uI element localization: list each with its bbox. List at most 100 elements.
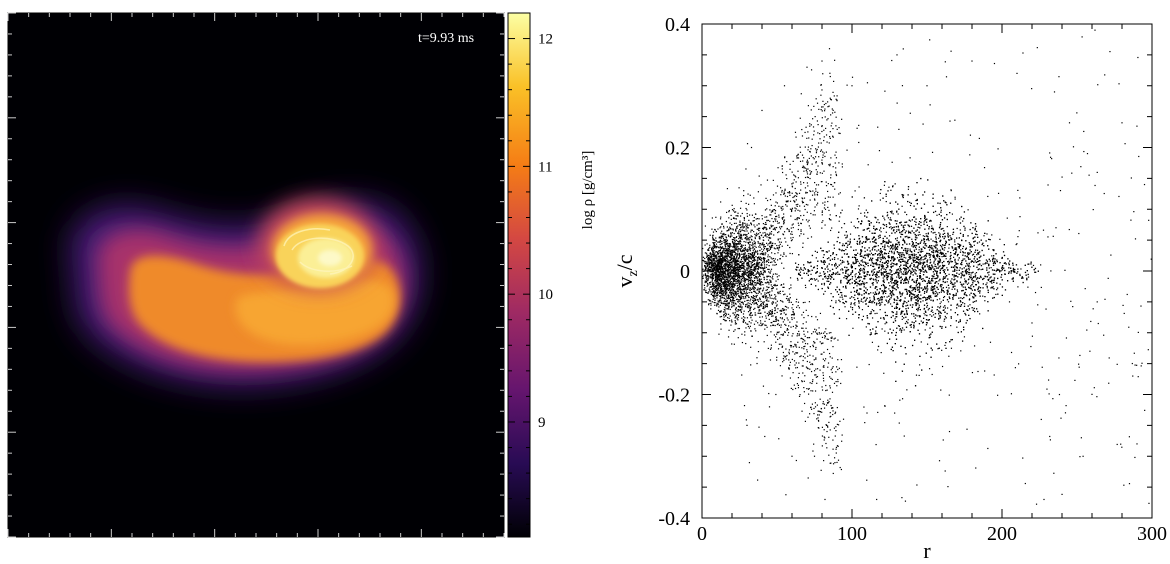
scatter-point: [764, 209, 767, 211]
scatter-point: [801, 380, 803, 383]
scatter-point: [706, 276, 708, 278]
scatter-point: [732, 282, 735, 284]
scatter-point: [837, 378, 839, 381]
scatter-point: [1043, 498, 1045, 501]
scatter-point: [839, 192, 841, 194]
scatter-point: [823, 439, 825, 441]
scatter-point: [709, 268, 711, 271]
scatter-point: [710, 273, 712, 275]
scatter-point: [728, 274, 730, 276]
scatter-point: [773, 260, 775, 262]
scatter-point: [718, 268, 721, 271]
scatter-point: [732, 263, 734, 265]
scatter-point: [766, 275, 768, 277]
scatter-point: [717, 309, 720, 312]
scatter-point: [801, 380, 803, 382]
scatter-point: [803, 333, 805, 335]
scatter-point: [747, 250, 749, 252]
scatter-point: [826, 338, 828, 340]
scatter-point: [725, 263, 728, 265]
scatter-point: [736, 267, 738, 269]
scatter-point: [723, 258, 725, 260]
scatter-point: [755, 265, 757, 267]
scatter-point: [733, 304, 735, 307]
scatter-point: [746, 235, 748, 238]
scatter-point: [821, 124, 823, 127]
scatter-point: [774, 220, 777, 222]
scatter-point: [722, 233, 725, 235]
scatter-point: [787, 244, 789, 246]
scatter-point: [817, 333, 819, 335]
scatter-point: [730, 228, 732, 230]
scatter-point: [758, 309, 760, 311]
colorbar-tick-label: 12: [538, 32, 553, 48]
scatter-point: [766, 300, 768, 302]
scatter-point: [745, 291, 748, 293]
scatter-point: [768, 234, 770, 236]
scatter-point: [759, 281, 762, 283]
scatter-point: [708, 275, 710, 277]
scatter-point: [817, 202, 819, 204]
scatter-point: [756, 256, 759, 259]
scatter-point: [757, 306, 759, 308]
scatter-point: [815, 161, 817, 163]
scatter-point: [728, 246, 731, 248]
scatter-point: [758, 218, 760, 220]
scatter-point: [841, 250, 843, 252]
scatter-point: [739, 264, 741, 267]
scatter-point: [798, 346, 800, 348]
scatter-point: [753, 286, 755, 288]
scatter-point: [705, 268, 707, 270]
scatter-point: [808, 225, 810, 227]
scatter-point: [772, 257, 775, 260]
scatter-point: [957, 291, 959, 293]
scatter-point: [749, 250, 751, 252]
scatter-point: [774, 312, 776, 315]
scatter-point: [784, 156, 786, 158]
scatter-point: [724, 311, 726, 313]
scatter-point: [819, 172, 821, 174]
scatter-point: [749, 307, 751, 309]
scatter-point: [743, 261, 745, 264]
scatter-point: [830, 340, 832, 342]
scatter-point: [819, 150, 822, 152]
scatter-point: [837, 445, 839, 447]
scatter-point: [707, 264, 709, 266]
scatter-point: [792, 388, 794, 391]
scatter-point: [824, 358, 827, 360]
scatter-point: [757, 257, 759, 259]
scatter-point: [729, 284, 731, 286]
scatter-point: [748, 246, 750, 248]
scatter-point: [722, 235, 724, 237]
scatter-point: [729, 300, 731, 302]
scatter-point: [727, 260, 729, 263]
scatter-point: [745, 287, 748, 289]
scatter-point: [708, 304, 710, 306]
scatter-point: [755, 269, 757, 271]
scatter-point: [753, 300, 755, 302]
scatter-point: [732, 255, 734, 257]
scatter-point: [728, 298, 730, 300]
scatter-point: [829, 218, 831, 221]
scatter-point: [707, 279, 709, 282]
scatter-point: [731, 251, 733, 253]
scatter-point: [735, 282, 737, 284]
scatter-point: [750, 247, 752, 250]
scatter-point: [748, 292, 750, 294]
scatter-point: [728, 273, 730, 275]
scatter-point: [806, 168, 808, 170]
scatter-point: [747, 273, 750, 276]
scatter-point: [733, 242, 736, 244]
scatter-point: [768, 271, 770, 273]
scatter-point: [719, 291, 722, 293]
scatter-point: [745, 234, 747, 237]
scatter-point: [816, 368, 819, 370]
scatter-point: [738, 235, 740, 237]
scatter-point: [813, 412, 815, 415]
scatter-point: [715, 230, 717, 233]
scatter-point: [726, 276, 728, 278]
scatter-point: [711, 301, 713, 303]
scatter-point: [803, 402, 806, 405]
scatter-point: [817, 410, 819, 412]
scatter-point: [744, 285, 746, 287]
